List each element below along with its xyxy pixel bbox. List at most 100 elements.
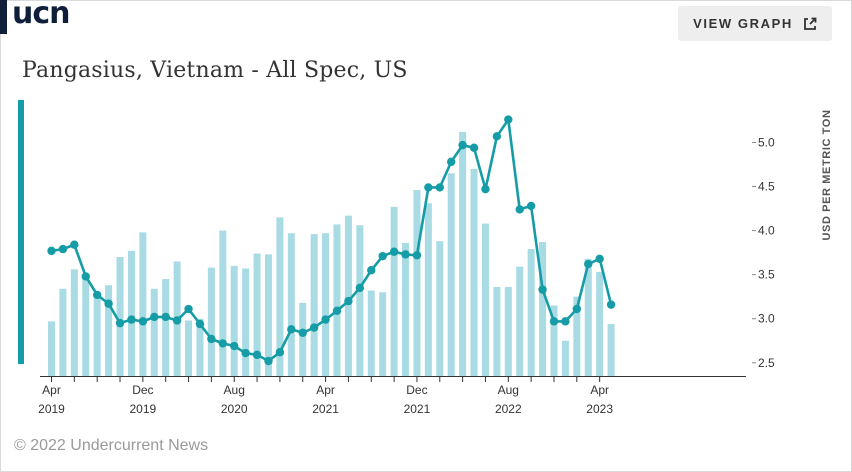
- line-point[interactable]: [367, 266, 376, 275]
- line-point[interactable]: [561, 317, 570, 326]
- chart-bar[interactable]: [379, 292, 387, 376]
- chart-bar[interactable]: [310, 234, 318, 376]
- line-point[interactable]: [572, 304, 582, 314]
- chart-bar[interactable]: [276, 217, 284, 376]
- chart-bar[interactable]: [127, 250, 135, 376]
- chart-bar[interactable]: [253, 253, 261, 376]
- chart-bar[interactable]: [390, 206, 398, 376]
- chart-bar[interactable]: [516, 266, 524, 376]
- line-point[interactable]: [378, 251, 387, 261]
- line-point[interactable]: [515, 205, 524, 214]
- line-point[interactable]: [161, 312, 170, 322]
- line-point[interactable]: [321, 315, 330, 324]
- view-graph-button[interactable]: VIEW GRAPH: [678, 6, 832, 41]
- line-point[interactable]: [218, 339, 227, 348]
- chart-bar[interactable]: [93, 293, 101, 376]
- line-point[interactable]: [389, 247, 399, 256]
- line-point[interactable]: [447, 157, 456, 167]
- line-point[interactable]: [538, 285, 547, 294]
- line-point[interactable]: [298, 328, 307, 338]
- chart-bar[interactable]: [150, 288, 158, 376]
- chart-bar[interactable]: [573, 296, 581, 376]
- line-point[interactable]: [595, 254, 604, 263]
- chart-bar[interactable]: [607, 324, 615, 376]
- line-point[interactable]: [287, 325, 296, 334]
- chart-bar[interactable]: [322, 233, 330, 376]
- chart-bar[interactable]: [561, 340, 569, 376]
- line-point[interactable]: [104, 299, 113, 308]
- chart-bar[interactable]: [447, 173, 455, 376]
- chart-bar[interactable]: [424, 203, 432, 376]
- chart-bar[interactable]: [139, 232, 147, 376]
- chart-bar[interactable]: [481, 223, 489, 376]
- chart-bar[interactable]: [493, 286, 501, 376]
- chart-bar[interactable]: [105, 285, 113, 376]
- chart-bar[interactable]: [59, 288, 67, 376]
- line-point[interactable]: [138, 317, 148, 326]
- line-point[interactable]: [115, 318, 125, 328]
- line-point[interactable]: [264, 356, 273, 366]
- line-point[interactable]: [241, 348, 250, 358]
- line-point[interactable]: [332, 306, 342, 315]
- line-point[interactable]: [344, 296, 353, 306]
- chart-bar[interactable]: [436, 241, 444, 376]
- line-point[interactable]: [195, 319, 205, 329]
- line-point[interactable]: [47, 246, 56, 256]
- chart-bar[interactable]: [230, 265, 238, 376]
- chart-bar[interactable]: [70, 269, 78, 376]
- line-point[interactable]: [526, 201, 536, 211]
- chart-bar[interactable]: [367, 290, 375, 376]
- line-point[interactable]: [606, 300, 616, 309]
- line-point[interactable]: [70, 240, 79, 249]
- chart-bar[interactable]: [596, 272, 604, 376]
- chart-bar[interactable]: [504, 286, 512, 376]
- line-point[interactable]: [150, 312, 159, 322]
- line-point[interactable]: [172, 316, 182, 325]
- line-point[interactable]: [355, 283, 365, 293]
- chart-bar[interactable]: [185, 320, 193, 376]
- line-point[interactable]: [549, 317, 559, 326]
- line-point[interactable]: [230, 341, 239, 351]
- chart-bar[interactable]: [48, 321, 55, 376]
- line-point[interactable]: [252, 350, 262, 360]
- ucn-logo[interactable]: ucn: [0, 0, 78, 34]
- chart-bar[interactable]: [207, 267, 215, 376]
- chart-bar[interactable]: [402, 242, 410, 376]
- chart-bar[interactable]: [539, 242, 547, 376]
- chart-bar[interactable]: [527, 249, 535, 376]
- chart-bar[interactable]: [333, 224, 341, 376]
- chart-bar[interactable]: [162, 279, 170, 376]
- chart-bar[interactable]: [344, 215, 352, 376]
- line-point[interactable]: [435, 183, 444, 192]
- chart-bar[interactable]: [459, 131, 467, 376]
- chart-bar[interactable]: [470, 168, 478, 376]
- chart-bar[interactable]: [356, 225, 364, 376]
- line-point[interactable]: [492, 132, 502, 141]
- chart-bar[interactable]: [413, 190, 421, 376]
- chart-bar[interactable]: [242, 268, 250, 376]
- line-point[interactable]: [92, 290, 102, 300]
- line-point[interactable]: [207, 334, 216, 344]
- chart-bar[interactable]: [287, 233, 295, 376]
- chart-bar[interactable]: [219, 230, 227, 376]
- chart-bar[interactable]: [584, 258, 592, 376]
- line-point[interactable]: [481, 184, 490, 194]
- line-point[interactable]: [424, 183, 433, 192]
- line-point[interactable]: [584, 259, 593, 269]
- line-point[interactable]: [458, 140, 467, 150]
- chart-bar[interactable]: [196, 318, 204, 376]
- line-point[interactable]: [469, 143, 479, 152]
- chart-bar[interactable]: [82, 274, 90, 376]
- line-point[interactable]: [412, 251, 422, 260]
- chart-bar[interactable]: [550, 305, 558, 377]
- line-point[interactable]: [504, 115, 513, 124]
- line-point[interactable]: [184, 304, 193, 314]
- line-point[interactable]: [81, 272, 90, 281]
- line-point[interactable]: [401, 250, 410, 259]
- line-point[interactable]: [127, 315, 136, 324]
- line-point[interactable]: [275, 348, 285, 357]
- chart-bar[interactable]: [116, 257, 124, 376]
- line-point[interactable]: [58, 244, 68, 254]
- chart-bar[interactable]: [264, 254, 272, 376]
- line-point[interactable]: [309, 323, 319, 332]
